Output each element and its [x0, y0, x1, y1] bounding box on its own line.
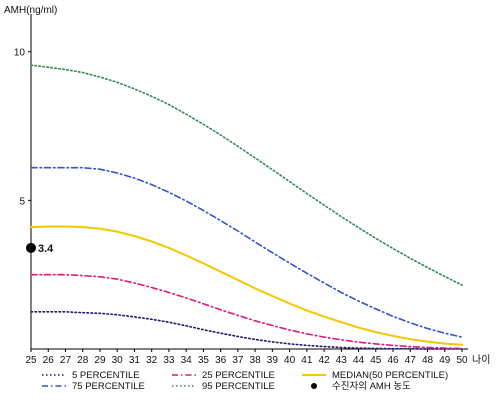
- x-tick-label: 46: [387, 355, 399, 366]
- y-tick-label: 10: [14, 48, 26, 59]
- x-axis-title: 나이: [472, 354, 490, 366]
- x-tick-label: 33: [163, 355, 175, 366]
- x-tick-label: 44: [353, 355, 365, 366]
- x-tick-label: 31: [129, 355, 141, 366]
- series-line-75-percentile: [30, 166, 463, 338]
- legend-label: 5 PERCENTILE: [72, 370, 140, 381]
- x-tick-label: 43: [336, 355, 348, 366]
- series-lines: [30, 64, 463, 350]
- x-tick-label: 42: [319, 355, 331, 366]
- legend-item-5-percentile: 5 PERCENTILE: [42, 370, 140, 381]
- series-line-25-percentile: [30, 273, 463, 350]
- patient-amh-value-label: 3.4: [38, 243, 54, 255]
- legend: 5 PERCENTILE 25 PERCENTILE MEDIAN(50 PERCE…: [42, 370, 448, 392]
- legend-label: 75 PERCENTILE: [72, 381, 145, 392]
- legend-marker: [311, 383, 317, 389]
- x-tick-label: 39: [267, 355, 279, 366]
- legend-item-median-50-percentile: MEDIAN(50 PERCENTILE): [302, 370, 448, 381]
- x-tick-label: 30: [112, 355, 124, 366]
- series-line-5-percentile: [30, 311, 463, 350]
- y-axis-title: AMH(ng/ml): [4, 5, 57, 16]
- x-tick-label: 32: [146, 355, 158, 366]
- x-tick-label: 35: [198, 355, 210, 366]
- x-tick-label: 48: [422, 355, 434, 366]
- x-tick-label: 25: [25, 355, 37, 366]
- data-points: 3.4: [26, 242, 54, 255]
- x-tick-label: 41: [301, 355, 313, 366]
- series-line-median-50-percentile: [30, 225, 463, 346]
- patient-amh-point: [26, 242, 36, 253]
- legend-label: 25 PERCENTILE: [202, 370, 275, 381]
- x-tick-label: 28: [77, 355, 89, 366]
- legend-label: MEDIAN(50 PERCENTILE): [332, 370, 448, 381]
- x-tick-label: 38: [250, 355, 262, 366]
- x-tick-label: 36: [215, 355, 227, 366]
- x-tick-label: 29: [94, 355, 106, 366]
- legend-label: 95 PERCENTILE: [202, 381, 275, 392]
- axes: AMH(ng/ml) 나이: [4, 5, 490, 366]
- legend-item-95-percentile: 95 PERCENTILE: [172, 381, 275, 392]
- legend-item-25-percentile: 25 PERCENTILE: [172, 370, 275, 381]
- series-line-95-percentile: [30, 64, 463, 286]
- legend-item-75-percentile: 75 PERCENTILE: [42, 381, 145, 392]
- x-tick-label: 45: [370, 355, 382, 366]
- x-tick-label: 27: [60, 355, 72, 366]
- x-tick-label: 34: [181, 355, 193, 366]
- x-tick-label: 40: [284, 355, 296, 366]
- x-tick-label: 26: [43, 355, 55, 366]
- x-tick-label: 50: [456, 355, 468, 366]
- x-tick-label: 37: [232, 355, 244, 366]
- legend-label: 수진자의 AMH 농도: [332, 381, 411, 392]
- x-tick-label: 49: [439, 355, 451, 366]
- ticks: 25 26 27 28 29 30 31 32 33 34 35 36 37 38 39 40 41 42 43 44…: [14, 48, 468, 366]
- legend-item-amh: 수진자의 AMH 농도: [311, 381, 411, 392]
- y-tick-label: 5: [19, 196, 25, 207]
- x-tick-label: 47: [405, 355, 417, 366]
